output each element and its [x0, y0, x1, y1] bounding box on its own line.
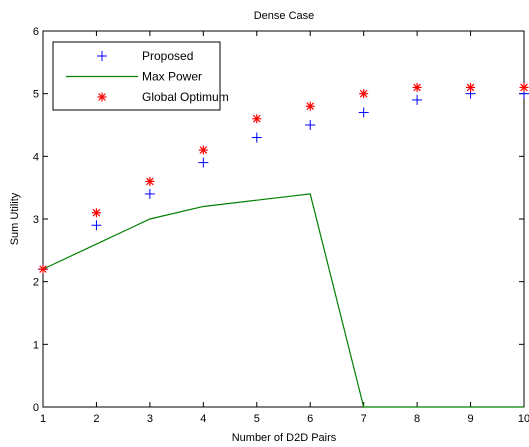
legend-symbol-proposed — [97, 51, 107, 61]
x-tick-label: 8 — [414, 413, 420, 425]
data-point-global-optimum — [412, 82, 422, 92]
x-tick-label: 3 — [147, 413, 153, 425]
series-line-max-power — [42, 193, 524, 408]
data-point-proposed — [412, 94, 423, 105]
series-layer — [38, 82, 529, 408]
legend-symbol-global-optimum — [97, 92, 107, 102]
y-tick-label: 6 — [33, 26, 39, 38]
data-point-proposed — [91, 220, 102, 231]
legend: Proposed Max Power Global Optimum — [52, 41, 229, 111]
y-tick-label: 2 — [33, 277, 39, 289]
data-point-proposed — [198, 157, 209, 168]
y-tick-label: 5 — [33, 89, 39, 101]
x-tick-label: 5 — [254, 413, 260, 425]
legend-label: Global Optimum — [142, 90, 229, 104]
x-tick-label: 10 — [518, 413, 529, 425]
data-point-global-optimum — [252, 114, 262, 124]
data-point-global-optimum — [359, 89, 369, 99]
y-axis-label: Sum Utility — [9, 192, 21, 245]
data-point-global-optimum — [519, 82, 529, 92]
data-point-proposed — [144, 188, 155, 199]
data-point-proposed — [358, 107, 369, 118]
x-tick-label: 7 — [361, 413, 367, 425]
legend-label: Proposed — [142, 49, 193, 63]
y-tick-label: 1 — [33, 339, 39, 351]
data-point-global-optimum — [145, 176, 155, 186]
y-tick-label: 3 — [33, 214, 39, 226]
legend-label: Max Power — [142, 70, 202, 84]
data-point-proposed — [305, 120, 316, 130]
x-tick-label: 9 — [467, 413, 473, 425]
data-point-global-optimum — [38, 264, 48, 274]
x-tick-label: 4 — [200, 413, 206, 425]
x-tick-label: 2 — [93, 413, 99, 425]
y-tick-label: 0 — [33, 402, 39, 414]
data-point-global-optimum — [91, 208, 101, 218]
data-point-global-optimum — [466, 82, 476, 92]
y-tick-label: 4 — [33, 151, 39, 163]
chart-title: Dense Case — [254, 10, 315, 22]
x-axis-label: Number of D2D Pairs — [232, 432, 337, 444]
x-tick-label: 1 — [40, 413, 46, 425]
data-point-global-optimum — [305, 101, 315, 111]
x-tick-label: 6 — [307, 413, 313, 425]
legend-entries: Proposed Max Power Global Optimum — [66, 49, 229, 104]
data-point-global-optimum — [198, 145, 208, 155]
data-point-proposed — [251, 132, 262, 143]
